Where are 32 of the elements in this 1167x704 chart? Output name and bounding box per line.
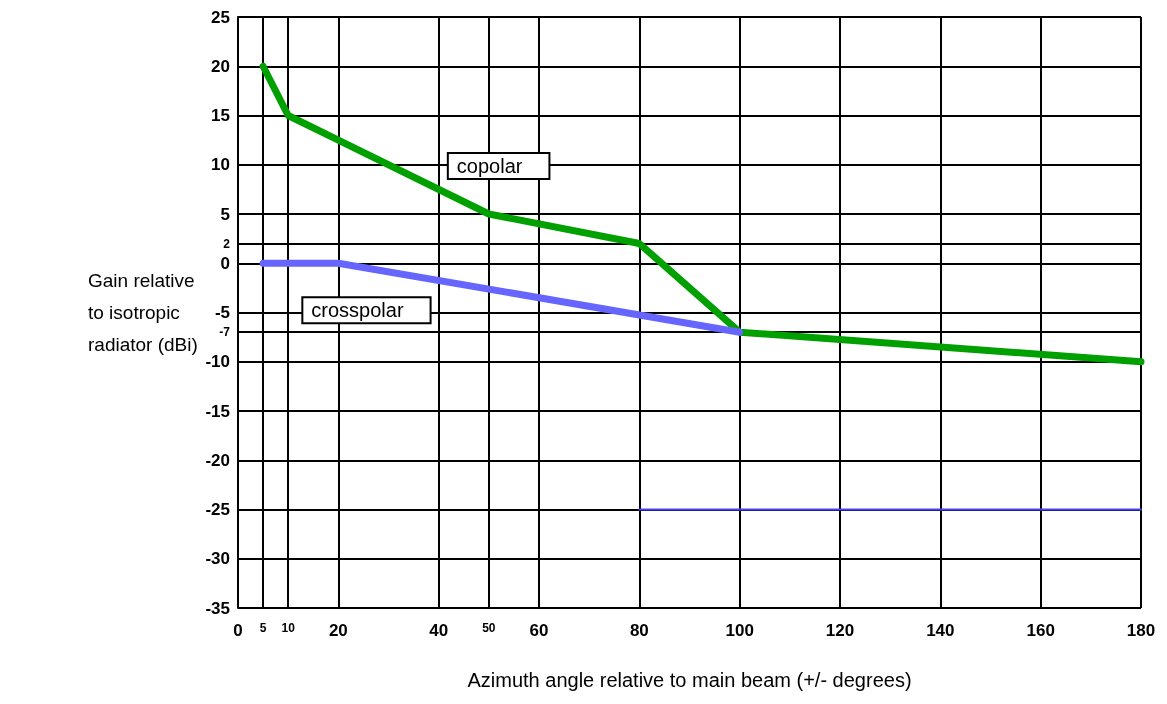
y-tick-label: -25 (205, 500, 230, 519)
x-tick-label: 180 (1126, 621, 1156, 640)
y-tick-label: 15 (211, 106, 230, 125)
y-tick-label: -35 (205, 598, 230, 618)
y-tick-label: 0 (220, 253, 230, 273)
x-axis-title: Azimuth angle relative to main beam (+/- degrees) (467, 669, 912, 691)
x-tick-label: 20 (328, 621, 348, 640)
x-tick-label: 50 (482, 621, 496, 635)
x-tick-label: 80 (629, 621, 649, 640)
x-tick-label: 140 (926, 621, 955, 640)
y-tick-label: 5 (220, 204, 230, 224)
y-tick-label: 20 (211, 56, 230, 76)
y-tick-label: -20 (205, 450, 230, 470)
series-label: crosspolar (311, 299, 404, 322)
x-tick-label: 60 (529, 621, 549, 640)
x-tick-label: 120 (825, 621, 855, 640)
y-axis-title: Gain relative to isotropic radiator (dBi) (88, 270, 198, 355)
y-tick-label: -7 (219, 325, 231, 340)
y-tick-label: -10 (205, 352, 230, 372)
y-tick-label: 10 (211, 155, 230, 175)
y-tick-label: -30 (205, 549, 230, 569)
x-tick-label: 5 (259, 621, 267, 635)
series-label: copolar (456, 155, 523, 177)
y-tick-label: -5 (214, 303, 230, 322)
x-tick-label: 10 (281, 621, 296, 635)
x-tick-label: 40 (429, 621, 449, 640)
y-tick-label: -15 (205, 401, 230, 421)
y-tick-label: 25 (211, 7, 230, 27)
x-tick-label: 0 (233, 621, 243, 640)
x-tick-label: 100 (725, 621, 754, 640)
x-tick-label: 160 (1026, 621, 1055, 640)
y-tick-label: 2 (223, 236, 231, 251)
